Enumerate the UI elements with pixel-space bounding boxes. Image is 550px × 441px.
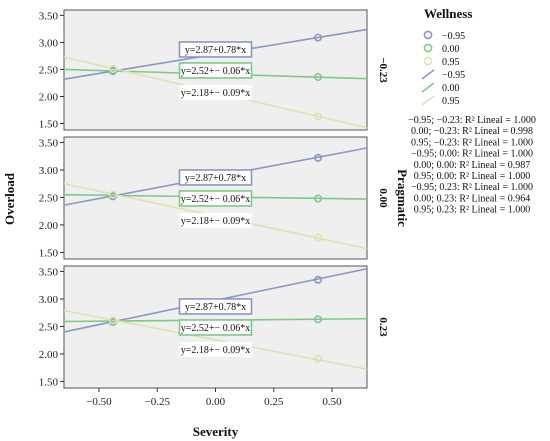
equation-box: [178, 169, 253, 186]
facet-axis-title: Pragmatic: [395, 169, 410, 227]
x-tick-label: 0.25: [264, 396, 284, 408]
x-tick-label: −0.25: [144, 396, 170, 408]
equation-label: y=2.52+− 0.06*x: [181, 194, 250, 205]
data-point: [108, 64, 117, 73]
r2-label: 0.95; −0.23: R² Lineal = 1.000: [411, 137, 533, 148]
equation-box: [178, 62, 253, 79]
y-tick-label: 2.50: [39, 321, 59, 333]
legend-marker: [423, 30, 433, 40]
equation-box: [178, 41, 253, 58]
y-tick-label: 2.50: [39, 192, 59, 204]
y-tick-label: 2.50: [39, 64, 59, 76]
equation-label: y=2.87+0.78*x: [185, 173, 246, 184]
data-point: [108, 190, 117, 199]
y-tick-label: 3.00: [39, 37, 59, 49]
equation-box: [179, 341, 252, 357]
legend-line-swatch: [421, 95, 435, 106]
data-point: [314, 315, 323, 324]
facet-row-label: −0.23: [377, 57, 389, 83]
data-point: [314, 194, 323, 203]
r2-label: 0.95; 0.00: R² Lineal = 1.000: [414, 171, 530, 182]
fit-line: [63, 309, 368, 371]
equation-label: y=2.87+0.78*x: [185, 302, 246, 313]
data-point: [314, 153, 323, 162]
data-point: [314, 233, 323, 242]
legend-label: 0.95: [442, 57, 460, 68]
data-point: [314, 275, 323, 284]
legend-label: 0.95: [442, 96, 460, 107]
y-tick-label: 3.00: [39, 165, 59, 177]
y-tick-label: 2.00: [39, 349, 59, 361]
x-tick-label: 0.50: [322, 396, 342, 408]
equation-box: [178, 319, 253, 336]
equation-label: y=2.18+− 0.09*x: [181, 216, 250, 227]
y-tick-label: 1.50: [39, 376, 59, 388]
facet-row-label: 0.23: [377, 317, 389, 337]
y-axis-title: Overload: [2, 172, 17, 225]
r2-label: 0.00; −0.23: R² Lineal = 0.998: [411, 126, 533, 137]
legend-line-swatch: [421, 82, 435, 93]
equation-label: y=2.52+− 0.06*x: [181, 66, 250, 77]
r2-label: −0.95; 0.00: R² Lineal = 1.000: [411, 149, 533, 160]
equation-box: [179, 212, 252, 228]
y-tick-label: 3.50: [39, 10, 59, 22]
data-point: [314, 112, 323, 121]
y-tick-label: 2.00: [39, 91, 59, 103]
facet-row-label: 0.00: [377, 188, 389, 208]
equation-box: [178, 190, 253, 207]
equation-label: y=2.87+0.78*x: [185, 45, 246, 56]
r2-label: 0.00; 0.23: R² Lineal = 0.964: [414, 193, 530, 204]
legend-line-swatch: [421, 69, 435, 80]
legend-label: −0.95: [442, 31, 465, 42]
r2-label: −0.95; −0.23: R² Lineal = 1.000: [408, 115, 536, 126]
equation-label: y=2.52+− 0.06*x: [181, 323, 250, 334]
legend-title: Wellness: [424, 6, 472, 21]
y-tick-label: 1.50: [39, 119, 59, 131]
y-tick-label: 3.00: [39, 294, 59, 306]
data-point: [314, 73, 323, 82]
y-tick-label: 3.50: [39, 137, 59, 149]
equation-label: y=2.18+− 0.09*x: [181, 345, 250, 356]
equation-box: [178, 298, 253, 315]
y-tick-label: 3.50: [39, 266, 59, 278]
data-point: [314, 33, 323, 42]
legend-label: 0.00: [442, 44, 460, 55]
y-tick-label: 2.00: [39, 220, 59, 232]
legend-label: 0.00: [442, 83, 460, 94]
r2-label: −0.95; 0.23: R² Lineal = 1.000: [411, 182, 533, 193]
legend-label: −0.95: [442, 70, 465, 81]
equation-box: [179, 84, 252, 100]
equation-label: y=2.18+− 0.09*x: [181, 88, 250, 99]
legend-marker: [423, 56, 433, 66]
r2-label: 0.00; 0.00: R² Lineal = 0.987: [414, 160, 530, 171]
data-point: [108, 316, 117, 325]
data-point: [314, 354, 323, 363]
y-tick-label: 1.50: [39, 247, 59, 259]
r2-label: 0.95; 0.23: R² Lineal = 1.000: [414, 205, 530, 216]
x-tick-label: 0.00: [206, 396, 226, 408]
x-axis-title: Severity: [193, 424, 239, 439]
legend-marker: [423, 43, 433, 53]
x-tick-label: −0.50: [86, 396, 112, 408]
